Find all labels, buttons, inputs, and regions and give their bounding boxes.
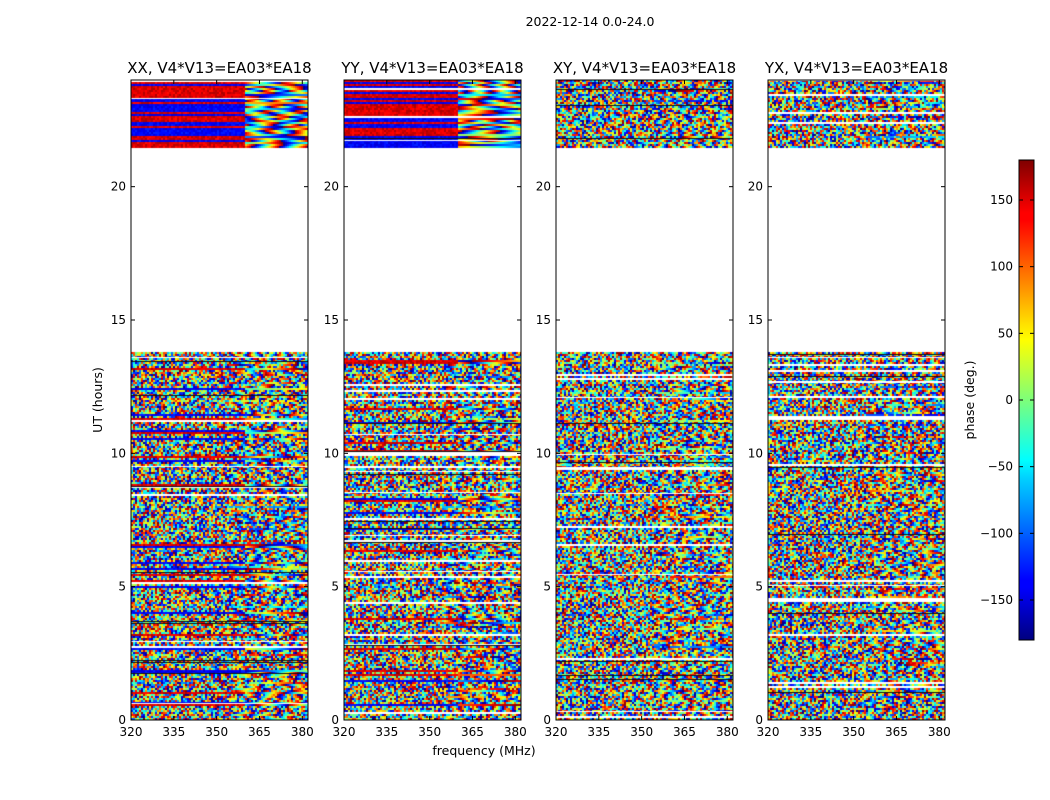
x-tick-label: 380 (716, 725, 739, 739)
panel-title-yx: YX, V4*V13=EA03*EA18 (764, 59, 948, 77)
panel-frame-xx (130, 79, 309, 721)
colorbar-tick-label: −100 (980, 526, 1013, 540)
x-tick-label: 320 (333, 725, 356, 739)
panel-frame-xy (555, 79, 734, 721)
figure-title: 2022-12-14 0.0-24.0 (526, 14, 655, 29)
colorbar-tick-label: −150 (980, 593, 1013, 607)
y-tick-label: 5 (331, 580, 339, 594)
panel-title-xx: XX, V4*V13=EA03*EA18 (127, 59, 311, 77)
x-tick-label: 335 (587, 725, 610, 739)
colorbar-ticks: −150 −100 −50 0 50 100 150 (980, 193, 1034, 607)
x-tick-label: 365 (673, 725, 696, 739)
y-tick-label: 20 (748, 180, 763, 194)
x-tick-label: 350 (842, 725, 865, 739)
heatmap-image-xx (131, 80, 308, 720)
colorbar-label: phase (deg.) (962, 361, 977, 440)
y-tick-label: 10 (536, 446, 551, 460)
colorbar-tick-label: 50 (998, 326, 1013, 340)
y-tick-label: 15 (536, 313, 551, 327)
x-tick-label: 320 (757, 725, 780, 739)
colorbar-tick-label: −50 (988, 460, 1013, 474)
y-tick-label: 0 (543, 713, 551, 727)
heatmap-image-xy (556, 80, 733, 720)
colorbar: −150 −100 −50 0 50 100 150 phase (deg.) (962, 159, 1035, 641)
y-tick-label: 5 (543, 580, 551, 594)
x-tick-label: 350 (630, 725, 653, 739)
x-axis-label: frequency (MHz) (432, 743, 535, 758)
y-tick-label: 10 (111, 446, 126, 460)
x-tick-label: 335 (799, 725, 822, 739)
x-tick-label: 335 (162, 725, 185, 739)
y-tick-label: 5 (118, 580, 126, 594)
y-tick-label: 20 (111, 180, 126, 194)
y-axis-label: UT (hours) (90, 367, 105, 433)
colorbar-tick-label: 100 (990, 260, 1013, 274)
y-tick-label: 5 (755, 580, 763, 594)
y-tick-label: 20 (324, 180, 339, 194)
y-tick-label: 0 (118, 713, 126, 727)
panels-group: XX, V4*V13=EA03*EA18 320 335 350 365 380 0 5 10 1… (111, 59, 951, 739)
x-tick-label: 365 (248, 725, 271, 739)
x-tick-label: 380 (504, 725, 527, 739)
x-tick-label: 380 (928, 725, 951, 739)
x-tick-label: 335 (375, 725, 398, 739)
colorbar-tick-label: 0 (1005, 393, 1013, 407)
x-tick-label: 350 (205, 725, 228, 739)
y-tick-label: 20 (536, 180, 551, 194)
panel-frame-yy (343, 79, 522, 721)
y-tick-label: 15 (111, 313, 126, 327)
y-tick-label: 10 (748, 446, 763, 460)
heatmap-image-yx (768, 80, 945, 720)
x-tick-label: 320 (545, 725, 568, 739)
y-tick-label: 15 (324, 313, 339, 327)
x-tick-label: 320 (120, 725, 143, 739)
x-tick-label: 350 (418, 725, 441, 739)
y-tick-label: 0 (331, 713, 339, 727)
colorbar-tick-label: 150 (990, 193, 1013, 207)
y-tick-label: 0 (755, 713, 763, 727)
panel-frame-yx (767, 79, 946, 721)
x-tick-label: 365 (885, 725, 908, 739)
x-tick-label: 380 (291, 725, 314, 739)
x-tick-label: 365 (461, 725, 484, 739)
panel-title-yy: YY, V4*V13=EA03*EA18 (340, 59, 523, 77)
panel-title-xy: XY, V4*V13=EA03*EA18 (553, 59, 736, 77)
heatmap-image-yy (344, 80, 521, 720)
y-tick-label: 10 (324, 446, 339, 460)
y-tick-label: 15 (748, 313, 763, 327)
